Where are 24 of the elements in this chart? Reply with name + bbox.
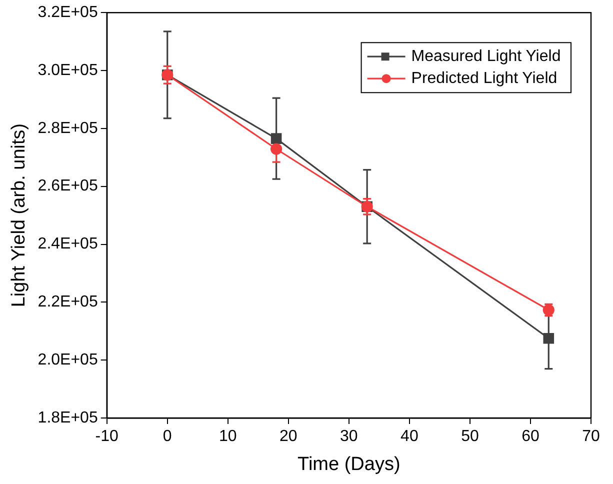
point — [270, 133, 282, 144]
x-tick-label: 30 — [340, 428, 358, 446]
point — [543, 332, 554, 344]
x-tick-label: -10 — [95, 428, 119, 446]
x-tick-label: 70 — [582, 428, 600, 446]
y-tick-label: 2.6E+05 — [38, 178, 98, 195]
y-tick-label: 2.8E+05 — [38, 120, 98, 137]
x-tick-label: 10 — [218, 428, 237, 446]
y-tick-label: 3.0E+05 — [38, 62, 98, 79]
x-axis-title: Time (Days) — [298, 454, 400, 475]
x-tick-label: 60 — [522, 428, 540, 446]
y-tick-label: 2.4E+05 — [38, 236, 98, 253]
x-tick-label: 20 — [280, 428, 298, 446]
y-tick-label: 2.0E+05 — [38, 351, 98, 368]
x-tick-label: 0 — [162, 428, 172, 446]
y-tick-label: 3.2E+05 — [38, 4, 98, 22]
legend-label: Measured Light Yield — [411, 48, 561, 66]
y-tick-label: 2.2E+05 — [38, 294, 98, 311]
point — [270, 143, 282, 155]
x-tick-label: 40 — [400, 428, 418, 446]
y-axis-title: Light Yield (arb. units) — [8, 123, 30, 308]
y-tick-label: 1.8E+05 — [38, 409, 98, 426]
x-tick-label: 50 — [461, 428, 479, 446]
legend-label: Predicted Light Yield — [411, 70, 558, 88]
